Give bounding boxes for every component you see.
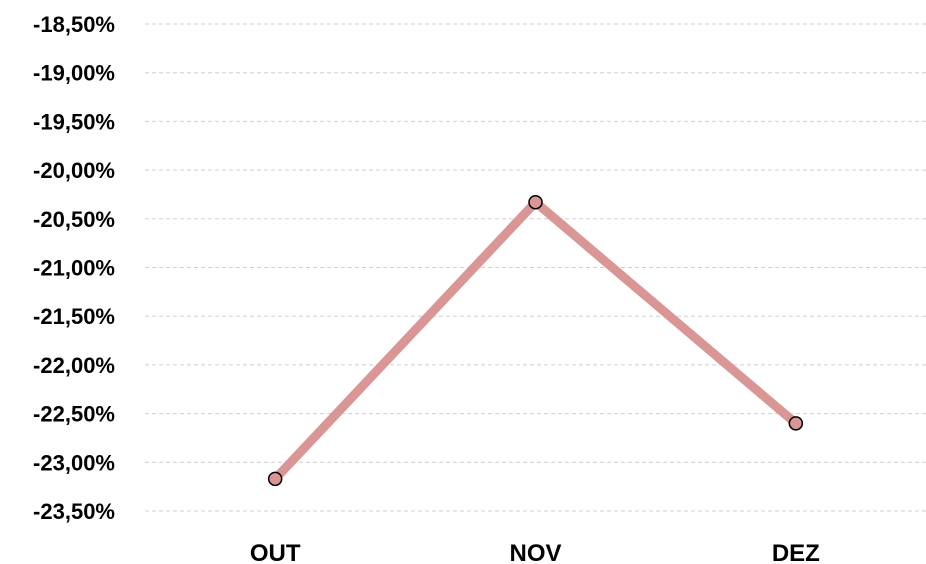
x-tick-label: NOV bbox=[509, 540, 561, 564]
data-point bbox=[788, 416, 804, 431]
y-tick-label: -20,00% bbox=[33, 158, 115, 183]
y-tick-label: -19,00% bbox=[33, 61, 115, 86]
y-tick-label: -20,50% bbox=[33, 207, 115, 232]
series-layer bbox=[267, 194, 804, 487]
y-tick-label: -21,00% bbox=[33, 256, 115, 281]
series-line bbox=[270, 197, 801, 484]
gridlines bbox=[145, 23, 926, 512]
y-tick-label: -22,50% bbox=[33, 402, 115, 427]
y-tick-label: -23,50% bbox=[33, 499, 115, 524]
data-point bbox=[528, 194, 543, 210]
y-axis-ticks: -18,50% -19,00% -19,50% -20,00% -20,50% -21,0… bbox=[33, 12, 115, 524]
y-tick-label: -21,50% bbox=[33, 304, 115, 329]
y-tick-label: -18,50% bbox=[33, 12, 115, 37]
y-tick-label: -23,00% bbox=[33, 450, 115, 475]
y-tick-label: -19,50% bbox=[33, 109, 115, 134]
data-point bbox=[267, 471, 283, 487]
y-tick-label: -22,00% bbox=[33, 353, 115, 378]
x-axis-ticks: OUT NOV DEZ bbox=[250, 540, 820, 564]
x-tick-label: DEZ bbox=[772, 540, 820, 564]
x-tick-label: OUT bbox=[250, 540, 301, 564]
